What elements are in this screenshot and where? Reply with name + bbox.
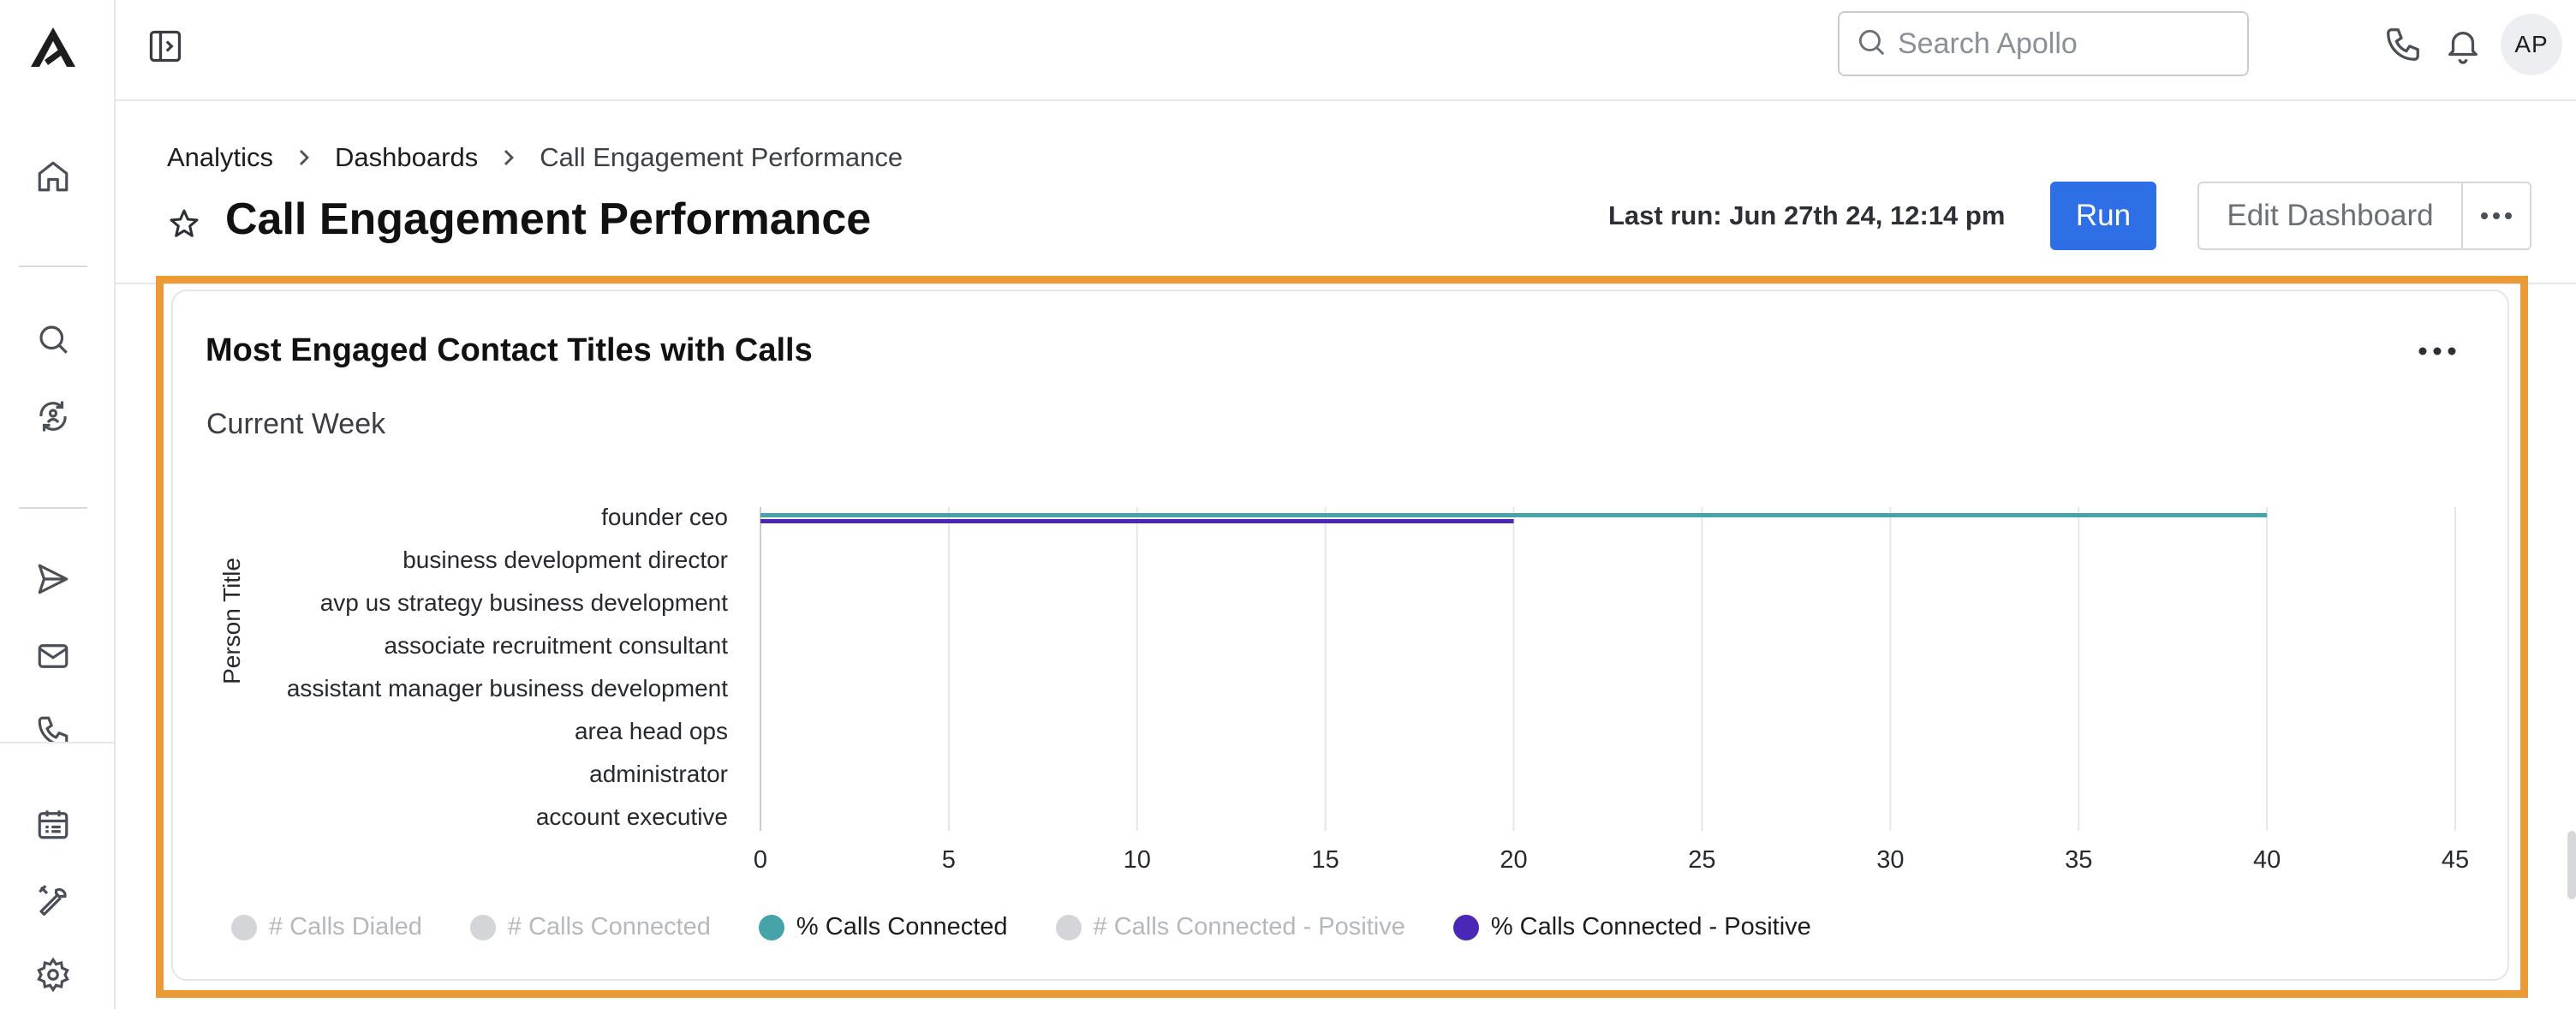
phone-call-icon[interactable] <box>2379 21 2427 69</box>
legend-swatch <box>231 914 257 940</box>
x-tick-label: 20 <box>1500 846 1528 874</box>
card-title: Most Engaged Contact Titles with Calls <box>206 332 813 368</box>
refresh-people-icon[interactable] <box>33 396 74 437</box>
rail-divider <box>19 266 87 267</box>
x-tick-label: 35 <box>2065 846 2093 874</box>
legend-item[interactable]: % Calls Connected <box>758 913 1008 941</box>
legend-item[interactable]: # Calls Dialed <box>231 913 422 941</box>
x-tick-label: 30 <box>1876 846 1905 874</box>
legend-label: # Calls Dialed <box>269 913 422 940</box>
y-axis-label: Person Title <box>218 558 245 684</box>
favorite-star-icon[interactable] <box>164 204 204 243</box>
x-tick-label: 5 <box>941 846 956 874</box>
search-icon[interactable] <box>33 319 74 360</box>
edit-dashboard-button[interactable]: Edit Dashboard <box>2197 182 2463 250</box>
bar[interactable] <box>760 513 2268 517</box>
tools-icon[interactable] <box>33 879 74 920</box>
card-subtitle: Current Week <box>206 408 386 440</box>
x-tick-label: 10 <box>1123 846 1151 874</box>
legend-swatch <box>1452 914 1479 940</box>
chevron-right-icon <box>295 147 313 168</box>
bar[interactable] <box>760 519 1514 523</box>
y-tick-label: founder ceo <box>601 504 728 530</box>
y-tick-label: associate recruitment consultant <box>384 632 728 659</box>
home-icon[interactable] <box>33 156 74 197</box>
breadcrumb-analytics[interactable]: Analytics <box>167 142 274 172</box>
mail-icon[interactable] <box>33 636 74 677</box>
header-divider <box>116 283 2576 284</box>
avatar[interactable]: AP <box>2501 14 2562 75</box>
search-input[interactable] <box>1898 27 2240 61</box>
legend-item[interactable]: # Calls Connected - Positive <box>1055 913 1405 941</box>
y-tick-label: business development director <box>402 546 728 573</box>
y-tick-label: avp us strategy business development <box>319 589 728 616</box>
search-box[interactable] <box>1838 11 2249 76</box>
breadcrumb-current: Call Engagement Performance <box>540 142 903 172</box>
breadcrumb: Analytics Dashboards Call Engagement Per… <box>167 142 903 173</box>
x-tick-label: 45 <box>2441 846 2470 874</box>
x-tick-label: 0 <box>753 846 768 874</box>
avatar-initials: AP <box>2514 31 2549 57</box>
legend-swatch <box>469 914 496 940</box>
rail-divider <box>19 507 87 509</box>
y-tick-label: area head ops <box>574 718 728 744</box>
rail-lower-section <box>0 742 114 1009</box>
chevron-right-icon <box>500 147 517 168</box>
legend-item[interactable]: # Calls Connected <box>469 913 711 941</box>
y-tick-label: account executive <box>535 803 728 830</box>
legend-label: # Calls Connected - Positive <box>1093 913 1405 940</box>
last-run-timestamp: Last run: Jun 27th 24, 12:14 pm <box>1608 200 2006 230</box>
legend-swatch <box>758 914 784 940</box>
search-icon <box>1855 26 1887 63</box>
legend-label: % Calls Connected - Positive <box>1490 913 1811 940</box>
page-scrollbar[interactable] <box>2567 831 2576 899</box>
svg-text:Person Title: Person Title <box>218 558 245 684</box>
send-icon[interactable] <box>33 558 74 600</box>
x-tick-label: 15 <box>1311 846 1339 874</box>
x-tick-label: 40 <box>2252 846 2281 874</box>
apollo-logo-icon[interactable] <box>29 26 77 69</box>
legend-label: # Calls Connected <box>507 913 711 940</box>
settings-gear-icon[interactable] <box>33 954 74 995</box>
legend-label: % Calls Connected <box>796 913 1008 940</box>
chart-card <box>171 290 2509 981</box>
more-options-icon[interactable] <box>2461 182 2531 250</box>
x-tick-label: 25 <box>1688 846 1716 874</box>
y-tick-label: assistant manager business development <box>286 675 728 702</box>
notification-bell-icon[interactable] <box>2439 21 2487 69</box>
y-tick-label: administrator <box>589 761 728 787</box>
run-button[interactable]: Run <box>2050 182 2156 250</box>
sidebar-toggle-icon[interactable] <box>145 26 186 67</box>
highlight-frame <box>156 276 2528 998</box>
legend-item[interactable]: % Calls Connected - Positive <box>1452 913 1811 941</box>
card-more-icon[interactable] <box>2412 334 2463 368</box>
breadcrumb-dashboards[interactable]: Dashboards <box>335 142 479 172</box>
chart-legend: # Calls Dialed # Calls Connected % Calls C… <box>231 913 1859 941</box>
calendar-tasks-icon[interactable] <box>33 803 74 845</box>
legend-swatch <box>1055 914 1082 940</box>
left-nav-rail <box>0 0 116 1009</box>
page-title: Call Engagement Performance <box>225 194 872 244</box>
